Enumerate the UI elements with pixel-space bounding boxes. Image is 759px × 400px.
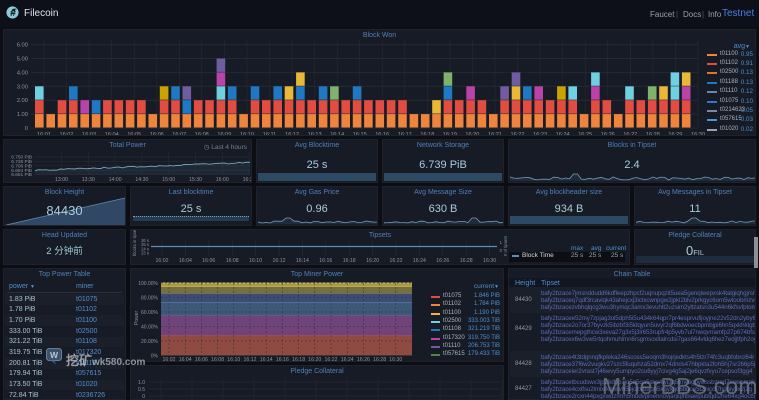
svg-text:15:00: 15:00: [162, 177, 175, 183]
svg-text:6.750 PiB: 6.750 PiB: [11, 155, 32, 161]
svg-text:16:06: 16:06: [195, 357, 208, 362]
svg-text:6.728 PiB: 6.728 PiB: [11, 159, 32, 165]
svg-text:16:06: 16:06: [202, 258, 215, 264]
svg-text:25 s: 25 s: [141, 242, 149, 247]
svg-text:15:30: 15:30: [189, 177, 202, 183]
svg-text:16:08: 16:08: [226, 258, 239, 264]
svg-text:13:30: 13:30: [82, 177, 95, 183]
svg-text:2.00: 2.00: [17, 98, 28, 104]
svg-text:20.00%: 20.00%: [141, 339, 159, 345]
svg-text:26 s: 26 s: [141, 238, 149, 243]
svg-text:16:02: 16:02: [60, 132, 74, 136]
svg-text:6.684 PiB: 6.684 PiB: [11, 168, 32, 174]
svg-text:0%: 0%: [151, 354, 159, 360]
svg-text:80.00%: 80.00%: [141, 296, 159, 302]
svg-text:16:04: 16:04: [105, 132, 119, 136]
svg-text:5.00: 5.00: [17, 57, 28, 63]
svg-text:16:10: 16:10: [227, 357, 240, 362]
svg-text:16:22: 16:22: [325, 357, 338, 362]
svg-text:16:28: 16:28: [373, 357, 386, 362]
svg-text:14:00: 14:00: [109, 177, 122, 183]
svg-text:16:09: 16:09: [217, 132, 231, 136]
svg-text:0: 0: [25, 126, 28, 132]
svg-text:16:18: 16:18: [292, 357, 305, 362]
svg-text:16:30: 16:30: [243, 177, 252, 183]
svg-text:16:02: 16:02: [156, 258, 169, 264]
svg-text:6.706 PiB: 6.706 PiB: [11, 163, 32, 169]
svg-text:16:24: 16:24: [341, 357, 354, 362]
svg-text:16:02: 16:02: [163, 357, 176, 362]
svg-text:16:30: 16:30: [483, 258, 496, 264]
svg-text:40.00%: 40.00%: [141, 325, 159, 331]
svg-text:blocks in tipset: blocks in tipset: [132, 230, 137, 256]
svg-text:16:28: 16:28: [646, 132, 660, 136]
svg-text:0: 0: [142, 394, 145, 400]
svg-text:16:03: 16:03: [82, 132, 96, 136]
svg-text:60.00%: 60.00%: [141, 310, 159, 316]
svg-text:16:15: 16:15: [353, 132, 367, 136]
svg-text:16:26: 16:26: [436, 258, 449, 264]
svg-text:3.00: 3.00: [17, 84, 28, 90]
svg-text:16:20: 16:20: [366, 258, 379, 264]
svg-text:1.00: 1.00: [17, 112, 28, 118]
svg-text:16:20: 16:20: [308, 357, 321, 362]
svg-text:16:04: 16:04: [179, 258, 192, 264]
svg-text:16:10: 16:10: [249, 258, 262, 264]
svg-text:1: 1: [500, 240, 503, 245]
svg-text:100.00%: 100.00%: [138, 281, 158, 287]
svg-text:# of tipsets: # of tipsets: [503, 236, 508, 256]
svg-text:16:01: 16:01: [37, 132, 51, 136]
svg-text:16:06: 16:06: [150, 132, 164, 136]
svg-text:16:14: 16:14: [330, 132, 344, 136]
svg-text:16:16: 16:16: [319, 258, 332, 264]
svg-text:16:26: 16:26: [601, 132, 615, 136]
svg-text:16:22: 16:22: [390, 258, 403, 264]
svg-text:16:13: 16:13: [308, 132, 322, 136]
svg-text:16:12: 16:12: [273, 258, 286, 264]
svg-text:14:30: 14:30: [135, 177, 148, 183]
svg-text:23 s: 23 s: [141, 251, 149, 256]
svg-text:16:28: 16:28: [460, 258, 473, 264]
svg-text:16:24: 16:24: [413, 258, 426, 264]
svg-text:16:26: 16:26: [357, 357, 370, 362]
svg-text:6.661 PiB: 6.661 PiB: [11, 172, 32, 178]
svg-text:16:16: 16:16: [375, 132, 389, 136]
svg-text:16:27: 16:27: [623, 132, 637, 136]
svg-text:16:17: 16:17: [398, 132, 412, 136]
svg-text:4.00: 4.00: [17, 70, 28, 76]
svg-text:Power: Power: [134, 310, 140, 325]
svg-text:16:16: 16:16: [276, 357, 289, 362]
svg-text:16:12: 16:12: [285, 132, 299, 136]
svg-text:16:11: 16:11: [263, 132, 277, 136]
svg-text:16:08: 16:08: [211, 357, 224, 362]
svg-text:16:30: 16:30: [691, 132, 705, 136]
svg-text:16:22: 16:22: [511, 132, 525, 136]
svg-text:13:00: 13:00: [55, 177, 68, 183]
svg-text:16:19: 16:19: [443, 132, 457, 136]
svg-text:1.0: 1.0: [138, 380, 145, 386]
svg-text:16:10: 16:10: [240, 132, 254, 136]
svg-text:16:04: 16:04: [179, 357, 192, 362]
svg-text:16:18: 16:18: [343, 258, 356, 264]
svg-text:0: 0: [500, 248, 503, 253]
svg-text:0.5: 0.5: [138, 387, 145, 393]
svg-text:16:12: 16:12: [244, 357, 257, 362]
svg-text:16:18: 16:18: [420, 132, 434, 136]
svg-text:16:14: 16:14: [260, 357, 273, 362]
svg-text:16:25: 16:25: [578, 132, 592, 136]
svg-text:16:00: 16:00: [216, 177, 229, 183]
svg-text:16:05: 16:05: [127, 132, 141, 136]
svg-text:16:30: 16:30: [389, 357, 402, 362]
svg-text:24 s: 24 s: [141, 246, 149, 251]
svg-text:16:08: 16:08: [195, 132, 209, 136]
svg-text:16:29: 16:29: [668, 132, 682, 136]
svg-text:W: W: [50, 350, 59, 360]
svg-text:16:24: 16:24: [556, 132, 570, 136]
svg-text:16:07: 16:07: [172, 132, 186, 136]
svg-text:16:14: 16:14: [296, 258, 309, 264]
svg-text:6.00: 6.00: [17, 43, 28, 49]
svg-text:16:21: 16:21: [488, 132, 502, 136]
svg-text:16:20: 16:20: [465, 132, 479, 136]
svg-text:16:23: 16:23: [533, 132, 547, 136]
